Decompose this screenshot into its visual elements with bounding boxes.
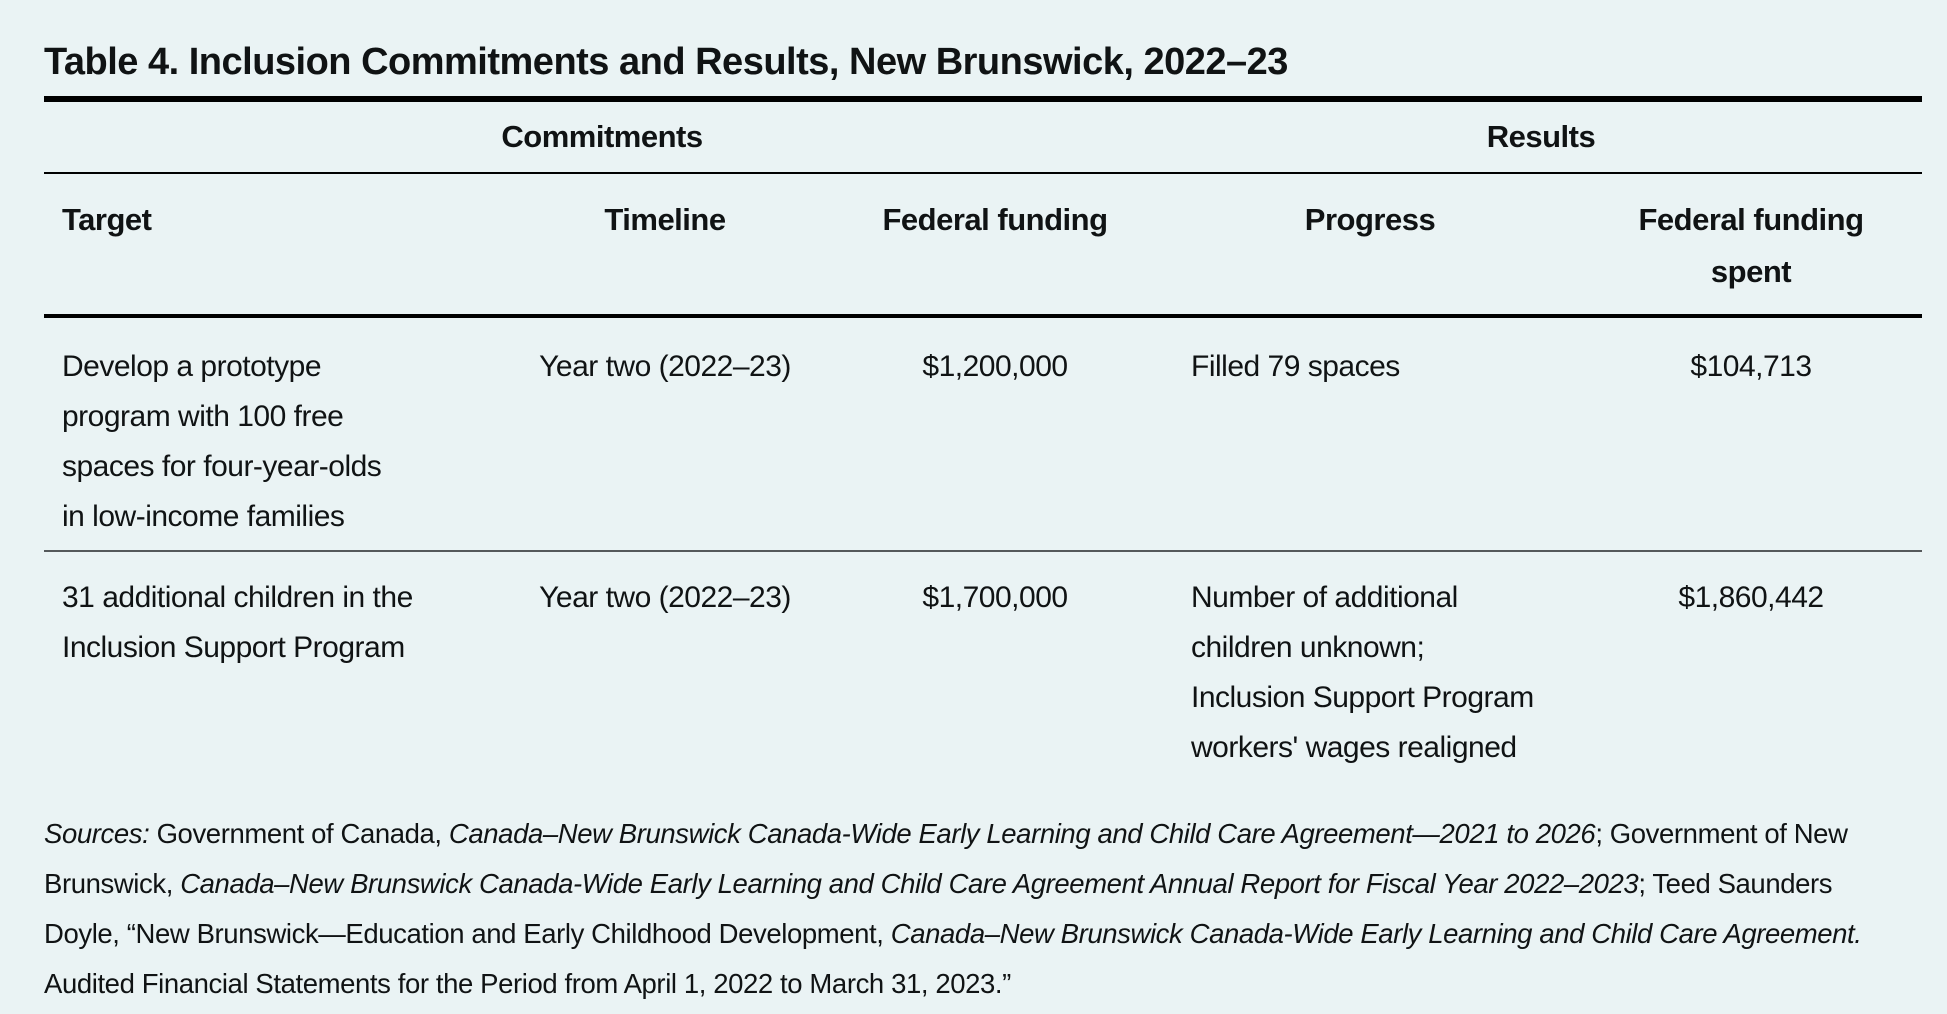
cell-timeline: Year two (2022–23) [539, 350, 791, 383]
sources-segment: Doyle, “New Brunswick—Education and Earl… [44, 918, 891, 949]
row-divider-rule [44, 550, 1922, 552]
column-header-federal-funding: Federal funding [882, 202, 1109, 237]
title-rule [44, 96, 1922, 102]
sources-segment-italic: Canada–New Brunswick Canada-Wide Early L… [890, 918, 1862, 949]
cell-federal-funding: $1,200,000 [922, 350, 1068, 383]
table-row: 31 additional children in the Inclusion … [44, 552, 1922, 787]
sources-segment: ; Teed Saunders [1638, 868, 1833, 899]
cell-federal-funding-spent: $104,713 [1690, 350, 1812, 383]
table-title: Table 4. Inclusion Commitments and Resul… [44, 41, 1288, 83]
sources-segment-italic: Sources: [44, 818, 150, 849]
column-header-row: Target Timeline Federal funding Progress… [44, 174, 1922, 314]
sources-segment: Brunswick, [44, 868, 181, 899]
cell-target: Develop a prototype program with 100 fre… [62, 350, 382, 533]
column-header-rule [44, 314, 1922, 318]
sources-note: Sources: Government of Canada, Canada–Ne… [44, 809, 1922, 1009]
group-header-results: Results [1486, 119, 1596, 154]
sources-segment: Government of Canada, [149, 818, 449, 849]
group-header-rule [44, 172, 1922, 174]
cell-timeline: Year two (2022–23) [539, 581, 791, 614]
column-header-timeline: Timeline [604, 202, 726, 237]
cell-progress: Number of additional children unknown; I… [1191, 581, 1534, 764]
sources-line: Sources: Government of Canada, Canada–Ne… [44, 809, 1922, 859]
column-header-federal-funding-spent: Federal funding spent [1638, 202, 1865, 289]
sources-segment: ; Government of New [1595, 818, 1848, 849]
cell-target: 31 additional children in the Inclusion … [62, 581, 413, 664]
sources-line: Brunswick, Canada–New Brunswick Canada-W… [44, 859, 1922, 909]
column-header-target: Target [62, 202, 152, 237]
column-header-progress: Progress [1304, 202, 1436, 237]
sources-segment-italic: Canada–New Brunswick Canada-Wide Early L… [448, 818, 1596, 849]
group-header-row: Commitments Results [44, 102, 1922, 172]
cell-progress: Filled 79 spaces [1191, 350, 1400, 383]
table-row: Develop a prototype program with 100 fre… [44, 318, 1922, 550]
table-figure: Table 4. Inclusion Commitments and Resul… [44, 0, 1922, 1009]
cell-federal-funding-spent: $1,860,442 [1678, 581, 1824, 614]
group-header-commitments: Commitments [501, 119, 703, 154]
sources-segment-italic: Canada–New Brunswick Canada-Wide Early L… [180, 868, 1639, 899]
sources-line: Audited Financial Statements for the Per… [44, 959, 1922, 1009]
cell-federal-funding: $1,700,000 [922, 581, 1068, 614]
sources-line: Doyle, “New Brunswick—Education and Earl… [44, 909, 1922, 959]
sources-segment: Audited Financial Statements for the Per… [44, 968, 1011, 999]
